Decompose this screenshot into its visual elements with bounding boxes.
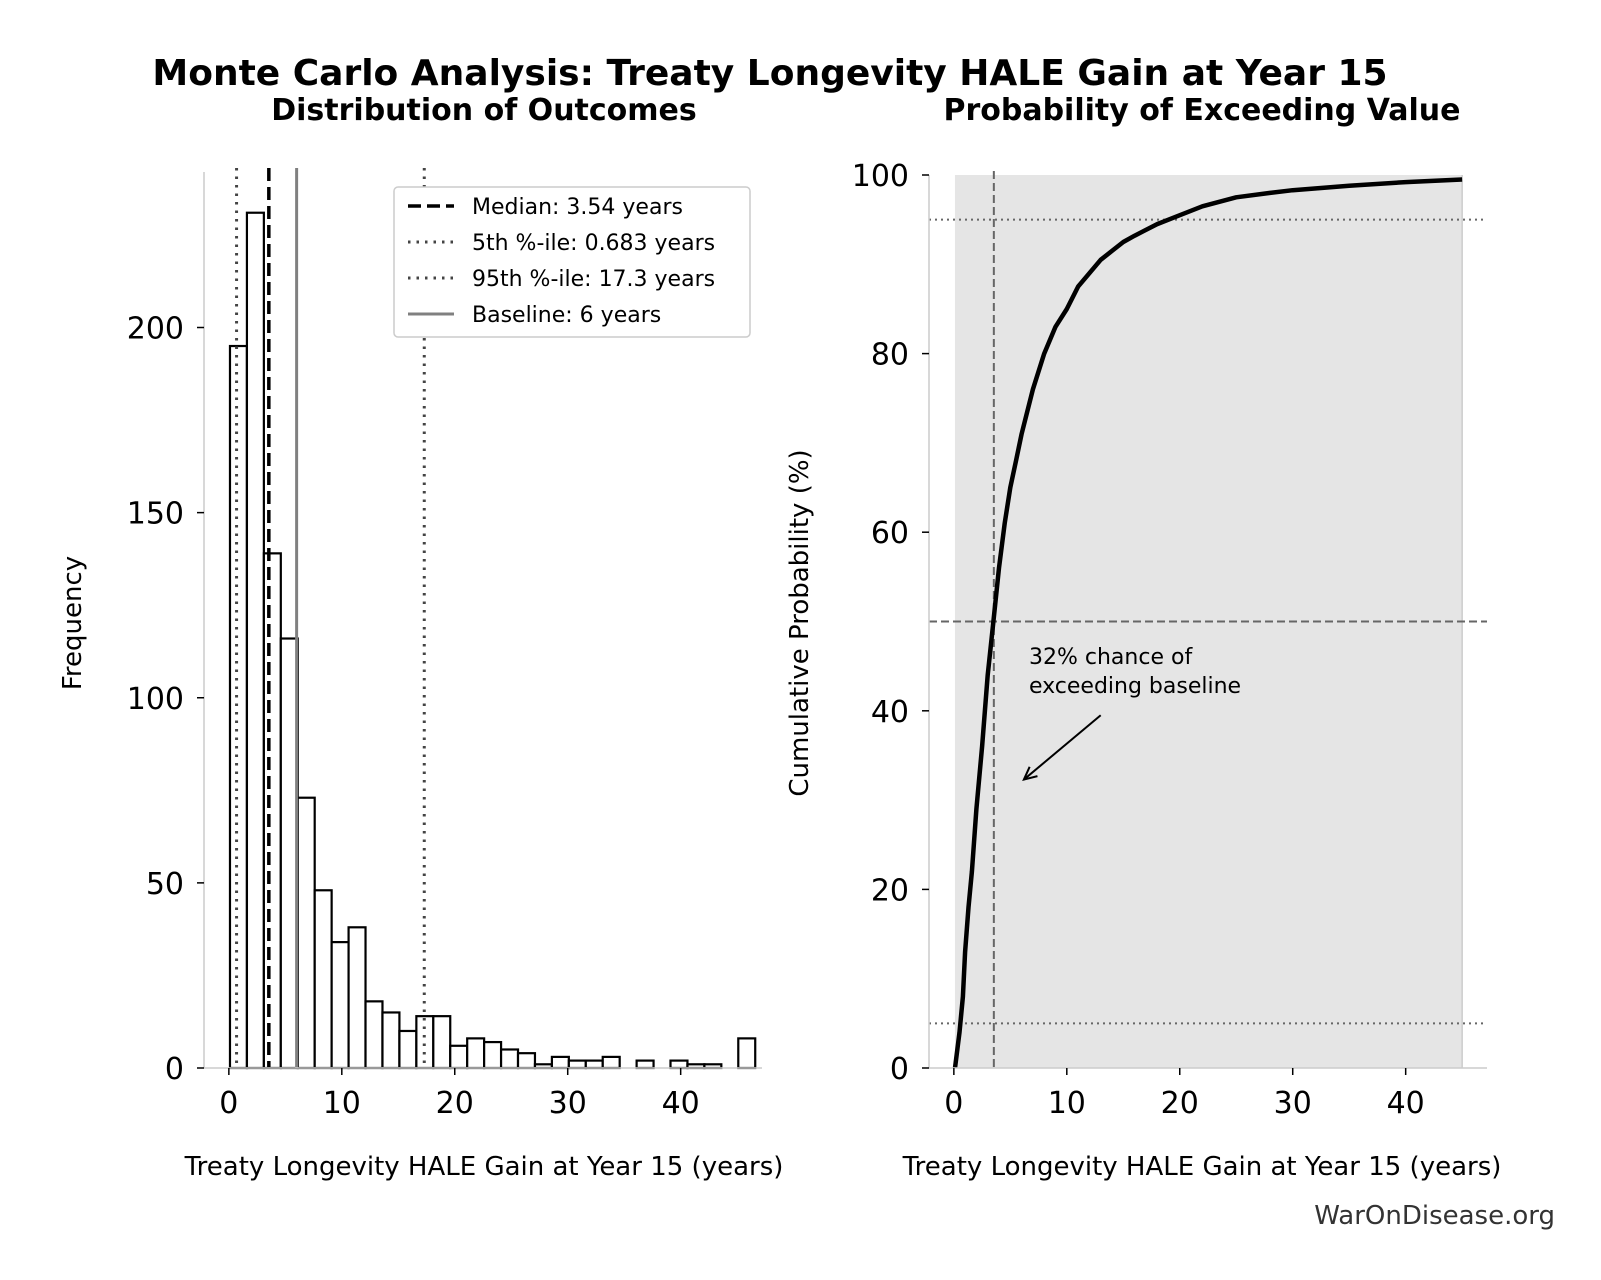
histogram-x-tick-label: 0 <box>219 1086 238 1121</box>
histogram-bar <box>245 211 265 1070</box>
histogram-bar <box>499 1048 520 1070</box>
exceedance-y-tick-label: 80 <box>871 338 909 373</box>
histogram-y-tick-label: 0 <box>165 1052 184 1087</box>
histogram-bar <box>466 1037 486 1070</box>
exceedance-axes: 0 10 20 30 40 0 20 40 60 80 100 <box>852 159 1487 1121</box>
annotation-arrow <box>1023 714 1102 781</box>
exceedance-x-tick-label: 0 <box>944 1086 963 1121</box>
histogram-bar <box>584 1059 604 1070</box>
histogram-bar <box>516 1052 537 1070</box>
legend-p5-label: 5th %-ile: 0.683 years <box>472 231 715 256</box>
histogram-x-tick-label: 20 <box>436 1086 474 1121</box>
exceedance-curve <box>952 177 1463 1069</box>
histogram-x-tick-label: 10 <box>323 1086 361 1121</box>
histogram-y-tick-label: 200 <box>127 312 184 347</box>
histogram-reference-lines <box>235 168 426 1068</box>
exceedance-y-tick-label: 40 <box>871 695 909 730</box>
exceedance-x-label: Treaty Longevity HALE Gain at Year 15 (y… <box>902 1152 1502 1182</box>
histogram-bar <box>550 1055 570 1070</box>
histogram-title: Distribution of Outcomes <box>271 93 697 128</box>
histogram-y-tick-label: 150 <box>127 497 184 532</box>
histogram-bar <box>669 1059 689 1070</box>
exceedance-y-tick-label: 20 <box>871 873 909 908</box>
histogram-bar <box>381 1011 401 1070</box>
exceedance-title: Probability of Exceeding Value <box>943 93 1460 128</box>
exceedance-x-tick-label: 30 <box>1274 1086 1312 1121</box>
legend-frame <box>393 186 751 338</box>
histogram-bar <box>364 1000 384 1070</box>
exceedance-y-label: Cumulative Probability (%) <box>785 449 815 796</box>
exceedance-x-tick-label: 40 <box>1387 1086 1425 1121</box>
annotation-line-1: 32% chance of <box>1029 645 1193 670</box>
histogram-bar <box>635 1059 655 1070</box>
exceedance-x-tick-label: 20 <box>1161 1086 1199 1121</box>
annotation-arrowhead <box>1022 766 1038 782</box>
histogram-bar <box>567 1059 587 1070</box>
histogram-x-tick-label: 40 <box>662 1086 700 1121</box>
histogram-bar <box>737 1037 757 1070</box>
legend-p95-label: 95th %-ile: 17.3 years <box>472 267 715 292</box>
histogram-bar <box>601 1055 621 1070</box>
annotation-line-2: exceeding baseline <box>1029 674 1241 699</box>
figure-title: Monte Carlo Analysis: Treaty Longevity H… <box>152 53 1387 94</box>
exceedance-x-tick-label: 10 <box>1048 1086 1086 1121</box>
histogram-y-label: Frequency <box>58 556 88 690</box>
histogram-bar <box>313 889 333 1070</box>
histogram-bar <box>415 1015 435 1070</box>
histogram-x-tick-label: 30 <box>549 1086 587 1121</box>
histogram-axes: 0 10 20 30 40 0 50 100 150 200 <box>127 172 762 1121</box>
histogram-bar <box>347 926 367 1070</box>
histogram-y-tick-label: 50 <box>146 867 184 902</box>
histogram-bar <box>330 941 350 1070</box>
legend-median-label: Median: 3.54 years <box>472 195 683 220</box>
histogram-y-tick-label: 100 <box>127 682 184 717</box>
legend-baseline-label: Baseline: 6 years <box>472 303 661 328</box>
exceedance-y-tick-label: 60 <box>871 516 909 551</box>
histogram-bar <box>228 344 249 1070</box>
exceedance-y-tick-label: 100 <box>852 159 909 194</box>
histogram-bar <box>262 552 282 1070</box>
histogram-bar <box>398 1029 418 1070</box>
histogram-panel: Distribution of Outcomes 0 10 20 30 40 0 50 100… <box>58 93 783 1182</box>
histogram-bar <box>449 1044 469 1070</box>
watermark: WarOnDisease.org <box>1314 1201 1555 1231</box>
histogram-bar <box>432 1015 452 1070</box>
exceedance-panel: Probability of Exceeding Value 0 10 20 30 40… <box>785 93 1501 1182</box>
histogram-bar <box>483 1040 503 1070</box>
histogram-x-label: Treaty Longevity HALE Gain at Year 15 (y… <box>184 1152 784 1182</box>
exceedance-y-tick-label: 0 <box>890 1052 909 1087</box>
histogram-bars <box>228 211 757 1070</box>
histogram-bar <box>296 796 316 1070</box>
histogram-legend: Median: 3.54 years 5th %-ile: 0.683 year… <box>393 186 751 338</box>
